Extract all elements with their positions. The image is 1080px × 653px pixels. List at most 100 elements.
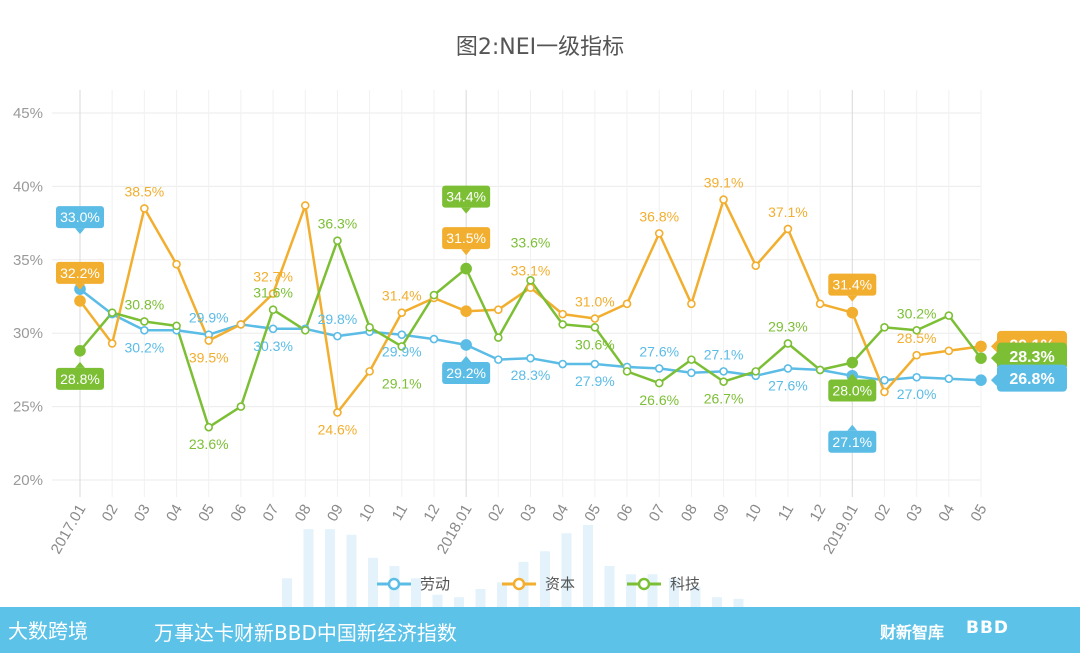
data-label: 29.9%	[382, 344, 422, 360]
data-label: 29.1%	[382, 375, 422, 391]
x-tick-label: 11	[389, 502, 412, 524]
data-label: 37.1%	[768, 204, 808, 220]
x-tick-label: 04	[935, 502, 958, 525]
background-bar	[561, 533, 572, 607]
data-point	[622, 299, 632, 309]
data-point	[333, 408, 342, 417]
x-tick-label: 10	[742, 502, 765, 525]
callout-text: 28.8%	[60, 371, 100, 387]
legend-label: 资本	[545, 575, 575, 593]
legend-label: 劳动	[420, 575, 450, 593]
data-point	[268, 324, 278, 334]
data-label: 31.6%	[253, 285, 293, 301]
data-point	[880, 323, 889, 332]
footer-index-name: 万事达卡财新BBD中国新经济指数	[154, 621, 457, 645]
data-point	[912, 325, 921, 335]
data-point	[783, 224, 793, 234]
x-tick-label: 11	[775, 502, 798, 524]
data-point	[429, 334, 439, 344]
data-point	[397, 342, 407, 351]
x-tick-label: 05	[581, 502, 604, 525]
legend-marker	[387, 577, 401, 591]
data-point	[107, 339, 117, 348]
data-point	[687, 368, 696, 378]
callout-text: 29.2%	[446, 365, 486, 381]
data-label: 33.1%	[511, 263, 551, 279]
data-point	[654, 229, 664, 238]
data-point	[397, 330, 407, 339]
data-point	[460, 262, 472, 275]
data-label: 29.8%	[318, 311, 358, 327]
background-bar	[733, 598, 744, 607]
data-point	[172, 259, 181, 269]
callout-label: 29.2%	[442, 355, 491, 384]
x-tick-label: 08	[678, 502, 701, 525]
callout-box	[442, 185, 491, 208]
y-tick-label: 25%	[13, 399, 43, 416]
nei-line-chart: 图2:NEI一级指标 20% 25% 30% 35% 40% 45% 2017.01 02 0…	[13, 35, 1067, 607]
callout-box	[828, 430, 877, 453]
y-tick-label: 45%	[13, 105, 43, 122]
data-point	[654, 378, 664, 388]
data-point	[268, 305, 278, 315]
footer-bar: 大数跨境 万事达卡财新BBD中国新经济指数 财新智库 BBD	[0, 607, 1080, 653]
data-point	[975, 352, 987, 364]
background-bar	[432, 594, 443, 607]
background-bars	[282, 525, 744, 607]
background-bar	[626, 574, 636, 607]
y-tick-label: 35%	[13, 252, 43, 269]
gridlines	[52, 90, 982, 497]
data-label: 28.3%	[511, 367, 551, 383]
data-point	[687, 299, 696, 309]
callout-text: 31.5%	[446, 230, 486, 246]
data-point	[751, 261, 761, 270]
data-point	[912, 372, 921, 382]
footer-partner-logo-2: BBD	[966, 618, 1010, 638]
end-pointer	[991, 352, 997, 365]
callout-pointer	[461, 355, 472, 362]
callout-text: 33.0%	[60, 209, 100, 225]
callout-label: 28.0%	[828, 373, 877, 402]
data-point	[687, 355, 696, 364]
data-point	[590, 359, 600, 369]
data-point	[365, 367, 374, 376]
background-bar	[368, 557, 378, 607]
callout-label: 34.4%	[442, 185, 491, 214]
x-tick-label: 06	[613, 502, 636, 525]
data-point	[107, 308, 117, 317]
y-tick-label: 30%	[13, 325, 43, 342]
data-point	[429, 290, 439, 300]
data-point	[815, 365, 825, 375]
background-bar	[303, 529, 314, 607]
data-point	[526, 276, 535, 285]
data-label: 23.6%	[189, 436, 229, 452]
end-text: 28.3%	[1009, 349, 1054, 366]
y-tick-label: 20%	[13, 472, 43, 489]
x-tick-label: 03	[903, 502, 926, 525]
data-label: 31.0%	[575, 294, 615, 310]
data-point	[140, 204, 149, 213]
data-point	[204, 422, 214, 432]
callout-pointer	[461, 249, 472, 256]
data-label: 27.0%	[897, 386, 937, 402]
data-label: 36.8%	[639, 208, 679, 224]
data-point	[526, 353, 535, 363]
callout-text: 32.2%	[60, 265, 100, 281]
legend-item: 劳动	[377, 575, 450, 593]
data-label: 27.6%	[639, 343, 679, 359]
data-point	[460, 339, 472, 351]
callout-text: 28.0%	[832, 383, 872, 399]
data-point	[74, 295, 86, 307]
data-point	[654, 364, 664, 373]
callout-box	[56, 367, 104, 390]
y-tick-label: 40%	[13, 178, 43, 195]
data-point	[494, 333, 503, 342]
data-point	[912, 350, 921, 360]
x-tick-label: 03	[517, 502, 540, 525]
background-bar	[647, 574, 658, 607]
data-label: 30.8%	[125, 296, 165, 312]
x-tick-label: 02	[99, 502, 122, 525]
data-label: 27.1%	[704, 346, 744, 362]
data-point	[558, 320, 567, 329]
